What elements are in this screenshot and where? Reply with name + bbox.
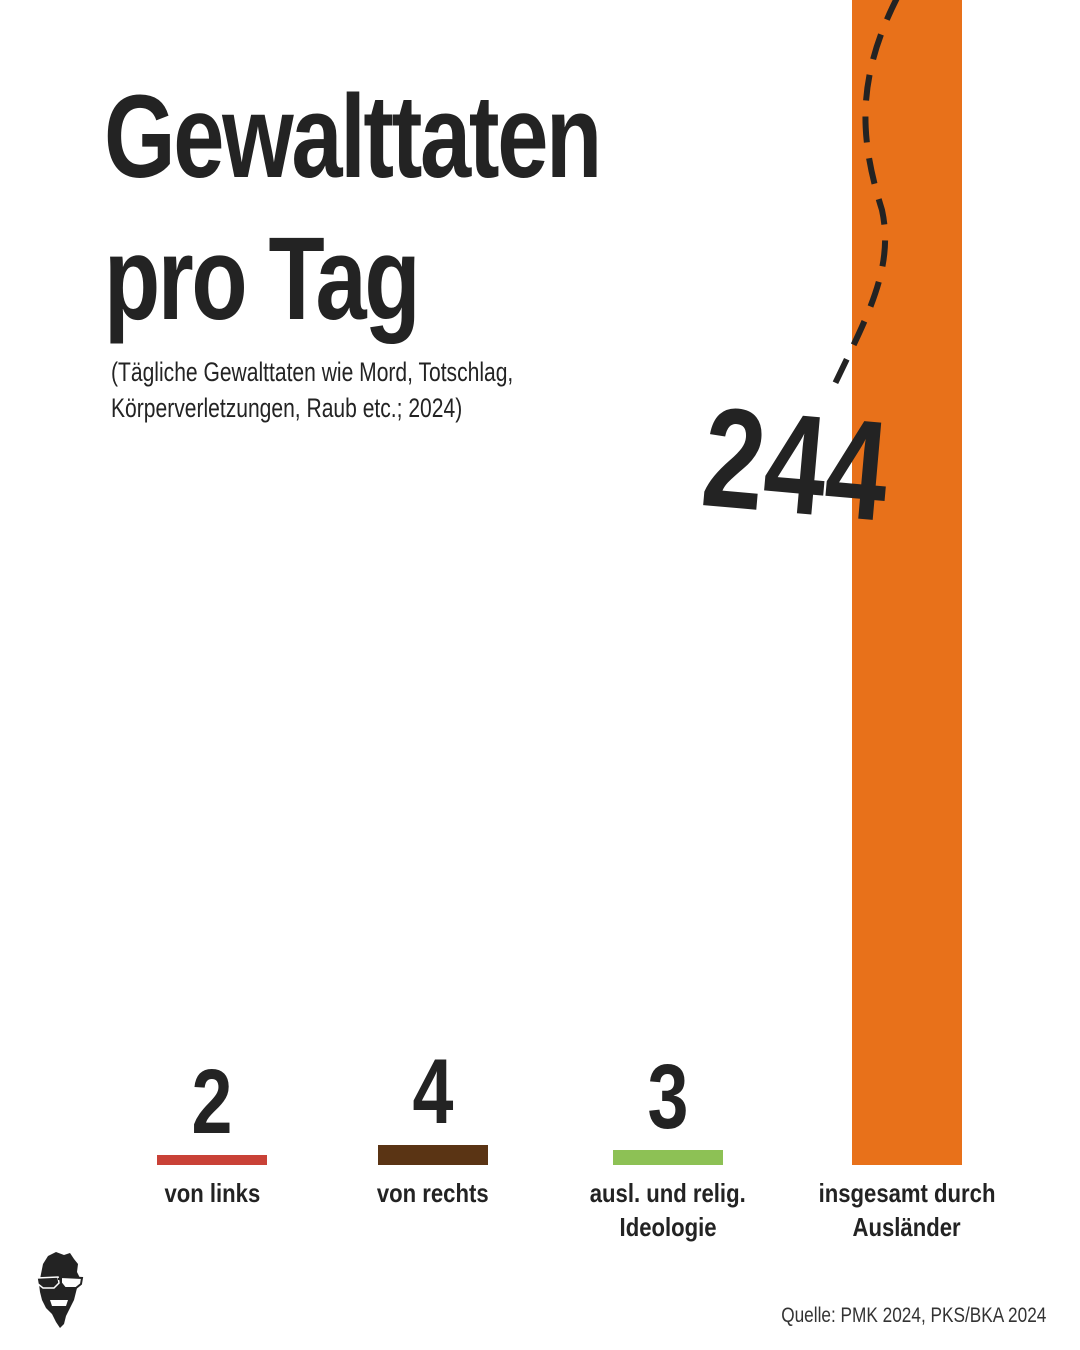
- chart-subtitle-line-2: Körperverletzungen, Raub etc.; 2024): [111, 393, 463, 423]
- category-label-2: von rechts: [303, 1176, 563, 1210]
- data-label-4: 244: [697, 377, 895, 551]
- chart-subtitle: (Tägliche Gewalttaten wie Mord, Totschla…: [111, 354, 513, 426]
- bar-1: [157, 1155, 267, 1165]
- category-label-3-line-2: Ideologie: [619, 1212, 717, 1242]
- category-label-1-line-1: von links: [164, 1178, 260, 1208]
- category-label-4-line-1: insgesamt durch: [818, 1178, 996, 1208]
- category-label-4-line-2: Ausländer: [852, 1212, 962, 1242]
- category-label-3-line-1: ausl. und relig.: [590, 1178, 746, 1208]
- data-label-2: 4: [413, 1040, 454, 1143]
- callout-dashed-line: [829, 0, 900, 392]
- category-label-2-line-1: von rechts: [377, 1178, 489, 1208]
- bar-4: [852, 0, 962, 1165]
- face-with-sunglasses-icon: [36, 1252, 84, 1328]
- source-note: Quelle: PMK 2024, PKS/BKA 2024: [780, 1304, 1046, 1327]
- chart-subtitle-line-1: (Tägliche Gewalttaten wie Mord, Totschla…: [111, 357, 514, 387]
- chart-title-line-1: Gewalttaten: [104, 71, 602, 203]
- bar-3: [613, 1150, 723, 1165]
- category-label-1: von links: [82, 1176, 342, 1210]
- bar-2: [378, 1145, 488, 1165]
- chart-title-line-2: pro Tag: [104, 213, 421, 345]
- chart-title: Gewalttaten pro Tag: [104, 66, 602, 350]
- category-label-3: ausl. und relig. Ideologie: [538, 1176, 798, 1244]
- data-label-3: 3: [648, 1045, 689, 1148]
- data-label-1: 2: [192, 1050, 233, 1153]
- category-label-4: insgesamt durch Ausländer: [777, 1176, 1037, 1244]
